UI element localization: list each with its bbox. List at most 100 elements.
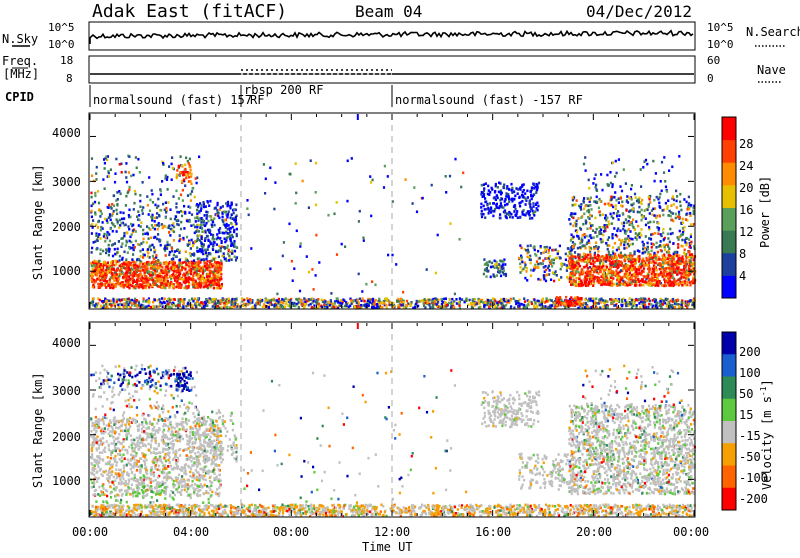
power-echo xyxy=(100,305,102,308)
nave-tick-top: 60 xyxy=(707,54,720,67)
power-echo xyxy=(129,240,131,243)
power-echo xyxy=(151,193,153,196)
power-echo xyxy=(342,298,344,301)
power-echo xyxy=(121,258,123,261)
power-echo xyxy=(681,257,683,260)
power-echo xyxy=(179,301,181,304)
power-echo xyxy=(446,304,448,307)
power-echo xyxy=(508,200,510,203)
power-echo xyxy=(110,168,112,171)
power-echo xyxy=(560,268,562,271)
power-echo xyxy=(218,232,220,235)
power-echo xyxy=(148,237,150,240)
power-echo xyxy=(524,264,526,267)
power-echo xyxy=(92,304,94,307)
power-echo xyxy=(110,261,112,264)
power-echo xyxy=(123,303,125,306)
power-echo xyxy=(493,210,495,213)
power-echo xyxy=(172,167,174,170)
power-echo xyxy=(480,213,482,216)
power-echo xyxy=(106,280,108,283)
power-echo xyxy=(647,264,649,267)
power-echo xyxy=(200,224,202,227)
power-echo xyxy=(513,205,515,208)
power-echo xyxy=(121,304,123,307)
power-echo xyxy=(161,286,163,289)
power-echo xyxy=(135,285,137,288)
power-echo xyxy=(152,279,154,282)
power-echo xyxy=(217,267,219,270)
power-echo xyxy=(208,204,210,207)
power-echo xyxy=(148,176,150,179)
power-echo xyxy=(184,268,186,271)
power-echo xyxy=(138,219,140,222)
power-echo xyxy=(536,305,538,308)
power-echo xyxy=(534,249,536,252)
power-echo xyxy=(177,249,179,252)
power-echo xyxy=(496,266,498,269)
power-echo xyxy=(180,155,182,158)
power-echo xyxy=(519,244,521,247)
power-echo xyxy=(96,278,98,281)
power-echo xyxy=(92,203,94,206)
power-echo xyxy=(611,284,613,287)
power-echo xyxy=(484,197,486,200)
power-echo xyxy=(167,188,169,191)
power-echo xyxy=(636,273,638,276)
power-echo xyxy=(131,258,133,261)
power-echo xyxy=(391,254,393,257)
power-echo xyxy=(371,280,373,283)
power-echo xyxy=(128,155,130,158)
power-echo xyxy=(328,301,330,304)
power-echo xyxy=(601,266,603,269)
power-echo xyxy=(517,302,519,305)
power-echo xyxy=(476,303,478,306)
power-echo xyxy=(600,299,602,302)
power-echo xyxy=(193,252,195,255)
power-echo xyxy=(206,275,208,278)
power-echo xyxy=(179,282,181,285)
power-echo xyxy=(198,267,200,270)
power-echo xyxy=(206,255,208,258)
power-echo xyxy=(97,221,99,224)
power-echo xyxy=(157,278,159,281)
power-echo xyxy=(606,273,608,276)
power-echo xyxy=(431,184,433,187)
power-echo xyxy=(289,299,291,302)
power-echo xyxy=(189,180,191,183)
power-echo xyxy=(107,303,109,306)
power-echo xyxy=(132,280,134,283)
power-echo xyxy=(293,267,295,270)
power-echo xyxy=(180,194,182,197)
power-echo xyxy=(228,298,230,301)
power-echo xyxy=(263,163,265,166)
power-echo xyxy=(308,206,310,209)
power-echo xyxy=(321,306,323,309)
power-echo xyxy=(376,305,378,308)
power-echo xyxy=(102,250,104,253)
power-echo xyxy=(622,268,624,271)
power-echo xyxy=(212,234,214,237)
power-echo xyxy=(636,304,638,307)
power-echo xyxy=(178,240,180,243)
power-echo xyxy=(533,306,535,309)
power-echo xyxy=(195,305,197,308)
power-echo xyxy=(137,210,139,213)
power-echo xyxy=(122,212,124,215)
power-echo xyxy=(165,201,167,204)
power-echo xyxy=(315,162,317,165)
power-echo xyxy=(505,275,507,278)
power-echo xyxy=(186,220,188,223)
power-echo xyxy=(627,301,629,304)
power-echo xyxy=(521,184,523,187)
power-echo xyxy=(235,204,237,207)
power-echo xyxy=(139,206,141,209)
power-echo xyxy=(224,219,226,222)
power-echo xyxy=(116,230,118,233)
power-echo xyxy=(106,249,108,252)
power-echo xyxy=(170,261,172,264)
power-echo xyxy=(557,301,559,304)
power-echo xyxy=(459,297,461,300)
power-echo xyxy=(497,186,499,189)
power-echo xyxy=(499,213,501,216)
